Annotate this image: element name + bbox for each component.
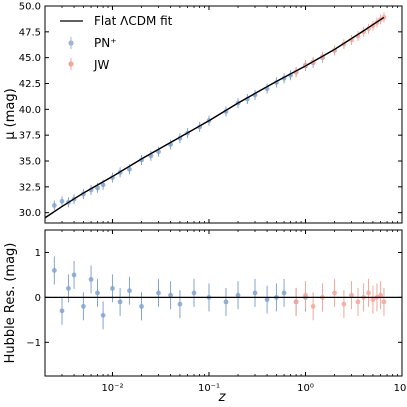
hubble-residuals-x-tick-label: 10⁻²	[101, 383, 123, 394]
hubble-diagram-y-tick-label: 42.5	[19, 79, 41, 90]
hubble-diagram-panel: 30.0 32.5 35.0 37.5 40.0 42.5 45.0 47.5 50.0 μ (…	[3, 2, 403, 224]
hubble-diagram-y-tick-label: 50.0	[19, 2, 41, 13]
hubble-residuals-pn-point	[66, 274, 71, 303]
hubble-residuals-pn-point	[235, 281, 241, 310]
hubble-residuals-pn-point	[81, 292, 86, 321]
legend-pn-swatch	[68, 37, 74, 49]
hubble-residuals-x-tick-label: 10⁻¹	[198, 383, 220, 394]
hubble-diagram-y-tick-label: 30.0	[19, 208, 41, 219]
hubble-diagram-y-tick-label: 32.5	[19, 182, 41, 193]
hubble-residuals-pn-point	[59, 296, 65, 325]
hubble-residuals-pn-point	[281, 278, 287, 307]
legend-pn-label: PN⁺	[94, 36, 117, 50]
hubble-diagram-data	[45, 12, 387, 219]
hubble-residuals-jw-point	[378, 281, 383, 310]
hubble-residuals-jw-point	[293, 287, 299, 316]
hubble-residuals-y-tick-label: −1	[26, 338, 41, 349]
hubble-residuals-frame	[44, 229, 403, 377]
hubble-residuals-jw-point	[303, 281, 308, 310]
hubble-residuals-pn-point	[168, 281, 173, 310]
hubble-residuals-data	[45, 256, 402, 330]
hubble-diagram-jw-point	[366, 23, 371, 34]
hubble-residuals-y-axis-label: Hubble Res. (mag)	[3, 243, 18, 364]
hubble-residuals-jw-point	[349, 281, 354, 310]
hubble-diagram-frame	[44, 5, 403, 224]
hubble-diagram-axes: 30.0 32.5 35.0 37.5 40.0 42.5 45.0 47.5 50.0	[19, 2, 403, 223]
hubble-residuals-pn-point	[191, 278, 197, 307]
hubble-diagram-y-tick-label: 45.0	[19, 53, 41, 64]
hubble-residuals-pn-point	[95, 278, 100, 307]
hubble-residuals-y-tick-label: 1	[35, 248, 41, 259]
hubble-residuals-jw-point	[332, 278, 337, 307]
hubble-diagram-y-tick-label: 40.0	[19, 105, 41, 116]
legend-fit-label: Flat ΛCDM fit	[94, 14, 173, 28]
hubble-diagram-pn-point	[51, 200, 57, 211]
hubble-residuals-pn-point	[100, 301, 106, 330]
hubble-diagram-y-tick-label: 35.0	[19, 157, 41, 168]
legend-jw-label: JW	[93, 58, 110, 72]
hubble-residuals-jw-point	[370, 285, 376, 314]
hubble-residuals-pn-point	[252, 278, 258, 307]
hubble-residuals-jw-point	[310, 292, 316, 321]
hubble-residuals-pn-point	[88, 265, 94, 294]
hubble-residuals-jw-point	[381, 287, 387, 316]
hubble-residuals-x-tick-label: 10¹	[394, 383, 407, 394]
hubble-residuals-pn-point	[223, 287, 229, 316]
hubble-diagram-pn-point	[59, 196, 65, 207]
hubble-residuals-jw-point	[341, 290, 347, 319]
fit-line-overlay	[45, 16, 385, 219]
hubble-residuals-pn-point	[117, 287, 123, 316]
legend: Flat ΛCDM fit PN⁺ JW	[60, 14, 173, 72]
hubble-residuals-pn-point	[139, 292, 144, 321]
hubble-residuals-jw-point	[355, 287, 361, 316]
hubble-diagram-y-tick-label: 47.5	[19, 27, 41, 38]
hubble-residuals-pn-point	[71, 260, 77, 289]
hubble-residuals-jw-point	[366, 278, 371, 307]
hubble-residuals-axes: 10⁻² 10⁻¹ 10⁰ 10¹ −1 0 1	[26, 230, 407, 394]
hubble-residuals-x-tick-label: 10⁰	[297, 383, 314, 394]
hubble-residuals-y-tick-label: 0	[35, 293, 41, 304]
hubble-residuals-pn-point	[264, 285, 270, 314]
hubble-residuals-pn-point	[51, 256, 57, 285]
hubble-residuals-pn-point	[110, 274, 115, 303]
legend-jw-swatch	[68, 58, 74, 70]
hubble-diagram-y-axis-label: μ (mag)	[3, 88, 18, 139]
hubble-residuals-pn-point	[177, 290, 183, 319]
hubble-residuals-panel: 10⁻² 10⁻¹ 10⁰ 10¹ −1 0 1 Hubble Res. (mag) z	[3, 229, 407, 405]
hubble-diagram-y-tick-label: 37.5	[19, 131, 41, 142]
hubble-residuals-x-axis-label: z	[218, 390, 227, 405]
hubble-residuals-pn-point	[127, 276, 132, 305]
hubble-residuals-pn-point	[156, 278, 161, 307]
